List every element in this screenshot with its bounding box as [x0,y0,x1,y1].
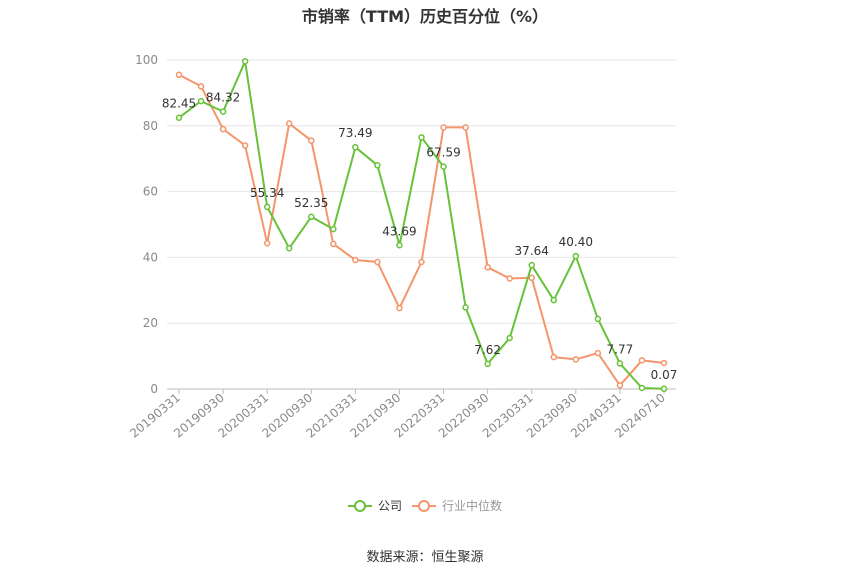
legend-label: 行业中位数 [442,498,502,513]
data-label: 43.69 [382,224,416,238]
data-label: 7.62 [474,343,501,357]
legend-item: 公司 [348,499,402,513]
company-data-point [374,162,381,169]
company-data-point [352,143,359,151]
industry-median-data-point [396,304,403,312]
data-label: 0.07 [651,368,678,382]
industry-median-series-line [178,73,665,387]
chart-title: 市销率（TTM）历史百分位（%） [301,7,549,26]
industry-median-data-point [219,125,227,133]
y-tick-label: 40 [143,250,158,264]
company-data-point [175,114,183,121]
industry-median-data-point [594,349,602,357]
industry-median-data-point [528,274,535,282]
data-label: 67.59 [426,146,460,160]
industry-median-data-point [506,275,513,282]
company-data-point [396,242,403,249]
data-label: 73.49 [338,126,372,140]
y-tick-label: 0 [150,382,158,396]
data-label: 52.35 [294,196,328,210]
industry-median-data-point [352,256,359,264]
industry-median-data-point [638,357,646,364]
company-data-point [506,334,513,342]
company-data-point [263,203,271,211]
industry-median-data-point [175,71,183,79]
industry-median-data-point [197,83,205,90]
data-label: 55.34 [250,186,284,200]
company-data-point [219,108,227,115]
y-tick-label: 100 [135,53,158,67]
industry-median-data-point [263,240,271,247]
company-data-point [285,244,293,252]
industry-median-data-point [440,124,447,131]
y-tick-label: 60 [143,185,158,199]
industry-median-data-point [285,120,293,127]
company-data-point [197,97,205,105]
industry-median-data-point [660,359,668,367]
industry-median-data-point [462,124,469,131]
company-data-point [638,384,646,392]
company-data-point [484,360,491,368]
industry-median-data-point [572,356,580,363]
y-tick-label: 20 [143,316,158,330]
company-data-point [462,304,469,311]
industry-median-data-point [374,258,381,266]
industry-median-data-point [241,142,249,149]
company-series-line [178,60,665,390]
data-label: 7.77 [607,342,634,356]
company-data-point [528,261,535,269]
company-data-point [572,252,580,260]
industry-median-data-point [330,240,337,248]
company-data-point [330,225,337,233]
legend-marker [418,500,430,512]
industry-median-data-point [616,382,624,389]
data-label: 84.32 [206,91,240,105]
data-label: 40.40 [559,235,593,249]
data-label: 37.64 [515,244,549,258]
company-data-point [550,296,558,304]
industry-median-data-point [484,264,491,271]
company-data-point [440,163,447,170]
y-tick-label: 80 [143,119,158,133]
legend-label: 公司 [378,499,402,513]
industry-median-data-point [308,137,315,144]
industry-median-data-point [418,258,425,266]
data-label: 82.45 [162,97,196,111]
company-data-point [660,385,668,393]
company-data-point [594,315,602,323]
company-data-point [418,134,425,141]
company-data-point [308,213,315,221]
legend-marker [354,500,366,512]
company-data-point [616,360,624,367]
data-source-note: 数据来源：恒生聚源 [366,550,484,565]
legend-item: 行业中位数 [412,498,502,513]
company-data-point [241,58,249,65]
industry-median-data-point [550,353,558,361]
